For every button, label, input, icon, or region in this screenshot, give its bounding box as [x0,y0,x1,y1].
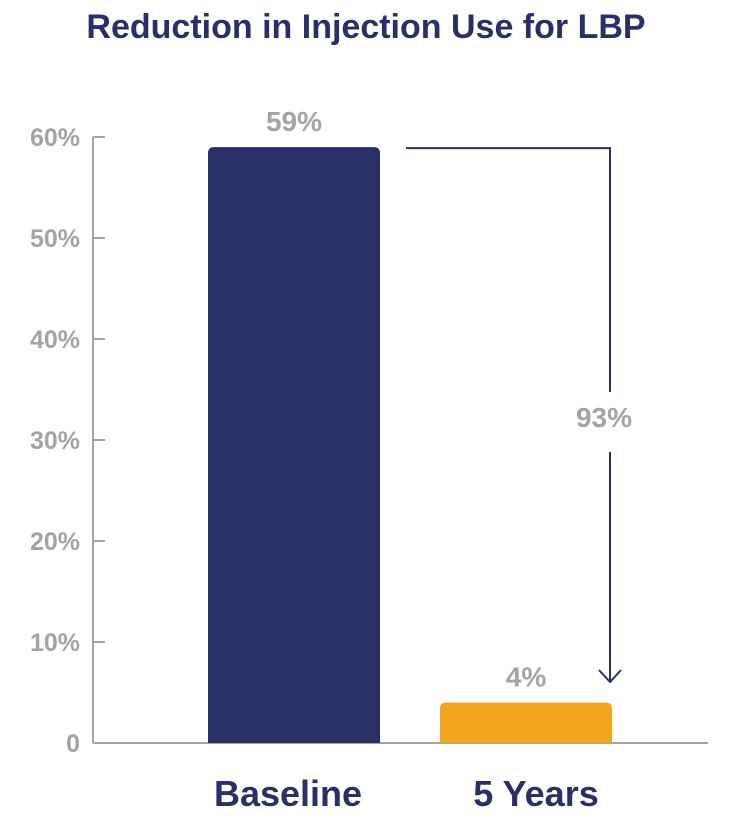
y-tick-label: 20% [30,528,80,556]
y-axis: 0 10% 20% 30% 40% 50% 60% [30,124,708,758]
data-labels: 59% 4% [266,106,547,693]
y-tick-label: 40% [30,326,80,354]
bracket-line-upper [406,147,611,392]
category-label: Baseline [214,773,362,814]
arrow-head-icon [598,669,622,684]
x-axis-labels: Baseline 5 Years [214,773,599,814]
bars [208,147,612,744]
bar-baseline [208,147,380,744]
data-label: 59% [266,106,322,137]
y-tick-label: 50% [30,225,80,253]
reduction-label: 93% [576,402,632,433]
chart-title: Reduction in Injection Use for LBP [86,8,645,46]
category-label: 5 Years [473,773,598,814]
y-tick-label: 60% [30,124,80,152]
reduction-annotation: 93% [406,147,632,684]
data-label: 4% [506,662,547,693]
y-tick-label: 10% [30,629,80,657]
y-tick-label: 0 [66,730,80,758]
y-tick-label: 30% [30,427,80,455]
bar-5-years [440,702,612,743]
